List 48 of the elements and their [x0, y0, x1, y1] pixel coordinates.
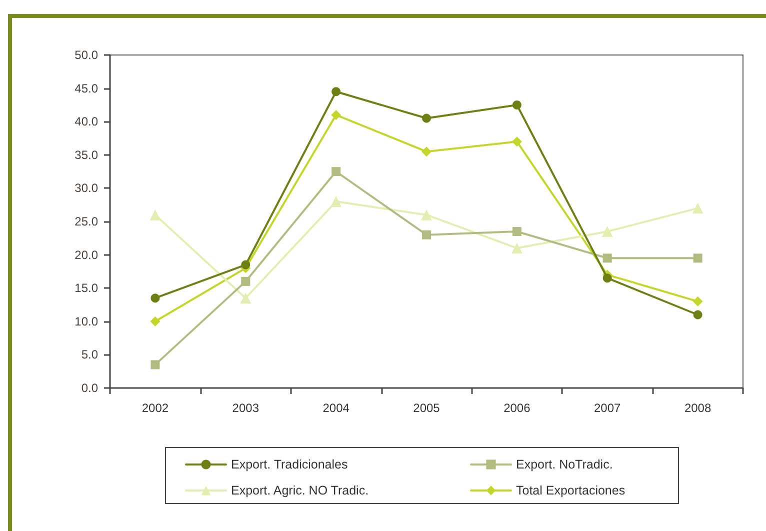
point — [150, 316, 160, 326]
y-tick-label: 50.0 — [74, 48, 98, 62]
point — [241, 276, 250, 286]
point — [150, 294, 160, 303]
point — [602, 254, 612, 263]
y-tick-label: 45.0 — [74, 81, 98, 96]
point — [150, 209, 161, 220]
point — [241, 260, 250, 270]
point — [511, 242, 522, 254]
x-tick-label: 2007 — [594, 401, 622, 415]
point — [422, 114, 431, 123]
y-tick-label: 30.0 — [74, 181, 98, 196]
point — [692, 202, 704, 214]
y-tick-label: 20.0 — [74, 248, 98, 262]
point — [602, 226, 613, 237]
point — [421, 209, 432, 220]
legend-label: Export. NoTradic. — [516, 458, 613, 472]
y-tick-label: 35.0 — [74, 148, 98, 162]
y-tick-label: 5.0 — [81, 348, 98, 362]
point — [150, 360, 160, 370]
x-tick-label: 2003 — [232, 401, 260, 415]
point — [422, 146, 432, 157]
y-tick-label: 15.0 — [74, 281, 98, 296]
point — [331, 110, 342, 120]
y-tick-label: 10.0 — [74, 314, 98, 328]
legend-label: Export. Agric. NO Tradic. — [231, 484, 369, 498]
point — [330, 196, 342, 208]
point — [512, 226, 522, 236]
point — [332, 167, 341, 176]
y-tick-label: 0.0 — [81, 381, 98, 395]
point — [512, 100, 522, 110]
point — [240, 292, 252, 304]
point — [422, 230, 431, 240]
x-tick-label: 2005 — [413, 401, 440, 415]
y-tick-label: 40.0 — [74, 114, 98, 129]
legend-label: Total Exportaciones — [516, 484, 626, 498]
point — [332, 87, 341, 96]
x-tick-label: 2004 — [322, 401, 350, 415]
point — [602, 274, 612, 283]
legend-label: Export. Tradicionales — [231, 458, 348, 472]
point — [693, 254, 702, 263]
x-tick-label: 2002 — [142, 401, 169, 415]
y-tick-label: 25.0 — [74, 214, 98, 228]
point — [692, 296, 703, 306]
x-tick-label: 2006 — [504, 401, 531, 415]
point — [512, 136, 522, 147]
point — [693, 310, 702, 320]
x-tick-label: 2008 — [684, 401, 712, 415]
